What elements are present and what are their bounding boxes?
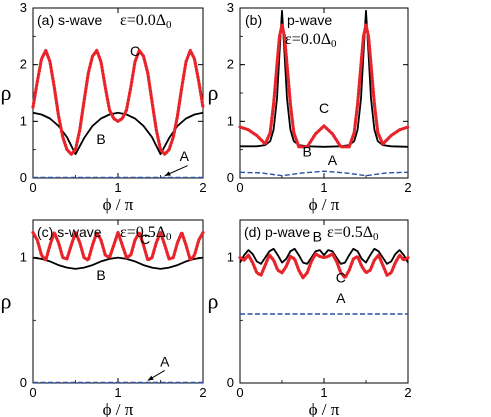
panel-condition: ε=0.0Δ0 [285,31,337,50]
y-tick-label: 2 [20,57,27,72]
curve-label: A [328,152,338,168]
panel-condition: ε=0.5Δ0 [327,224,379,243]
curve-label: C [140,231,150,247]
x-axis-label: ϕ / π [103,400,134,417]
y-tick-label: 3 [20,0,27,15]
curve-label: A [336,290,346,306]
series-line-B [240,9,409,148]
panel-condition: ε=0.5Δ0 [120,224,172,243]
condition-subscript: 0 [331,38,337,50]
condition-subscript: 0 [166,231,172,243]
y-tick-label: 1 [20,113,27,128]
curve-label: C [130,43,140,59]
plot-frame [239,219,409,384]
series-line-B [32,256,204,270]
curve-label: B [313,228,322,244]
series-line-A [239,170,409,177]
x-tick-label: 0 [236,180,243,195]
panel-c: 0 1 2 0 1 C B A (c) s-wave ε=0.5Δ0 ϕ / π ρ [1,219,207,417]
panel-title: (a) s-wave [37,12,103,28]
x-tick-label: 0 [29,180,36,195]
x-tick-label: 0 [236,385,243,400]
y-axis-label: ρ [1,289,12,314]
panel-title: (c) s-wave [37,224,102,240]
y-tick-label: 0 [227,170,234,185]
x-tick-label: 2 [404,180,411,195]
curve-label: B [96,267,105,283]
x-axis-label: ϕ / π [309,400,340,417]
x-tick-label: 1 [320,180,327,195]
x-tick-label: 2 [404,385,411,400]
y-tick-label: 3 [227,0,234,15]
y-tick-label: 1 [20,250,27,265]
x-tick-label: 2 [199,385,206,400]
y-tick-label: 0 [227,375,234,390]
y-tick-label: 2 [227,57,234,72]
arrow-head [147,375,154,381]
x-tick-label: 1 [320,385,327,400]
y-tick-label: 0 [20,375,27,390]
series-line-C [238,252,410,280]
x-axis-label: ϕ / π [103,195,134,214]
curve-label: C [336,270,346,286]
y-axis-label: ρ [1,80,12,105]
series-line-C [31,230,205,262]
curve-label: B [303,143,312,159]
panel-title: (b) [245,12,262,28]
y-axis-label: ρ [208,80,219,105]
plot-frame [32,7,204,179]
panel-b: 0 1 2 0 1 2 3 C BA (b) p-wave ε=0.0Δ0 ϕ / π ρ [208,0,412,214]
y-axis-label: ρ [208,289,219,314]
panel-d: 0 1 2 0 1 B CA (d) p-wave ε=0.5Δ0 ϕ / π ρ [208,219,412,417]
x-tick-label: 0 [29,385,36,400]
y-tick-label: 1 [227,250,234,265]
panel-subtitle: p-wave [287,12,332,28]
x-tick-label: 2 [199,180,206,195]
panel-a: 0 1 2 0 1 2 3 C B A (a) s-wave ε=0.0Δ0 ϕ / π ρ [1,0,207,214]
y-tick-label: 0 [20,170,27,185]
condition-subscript: 0 [373,231,379,243]
series-line-C [238,23,410,149]
curve-label: A [180,148,190,164]
x-tick-label: 1 [114,385,121,400]
arrow-head [164,171,171,176]
x-tick-label: 1 [114,180,121,195]
panel-condition: ε=0.0Δ0 [120,12,172,31]
panel-title: (d) p-wave [244,224,310,240]
condition-subscript: 0 [166,19,172,31]
curve-label: C [319,100,329,116]
series-line-B [239,247,409,265]
curve-label: A [160,354,170,370]
series-line-C [31,48,205,156]
y-tick-label: 1 [227,113,234,128]
curve-label: B [96,131,105,147]
x-axis-label: ϕ / π [309,195,340,214]
